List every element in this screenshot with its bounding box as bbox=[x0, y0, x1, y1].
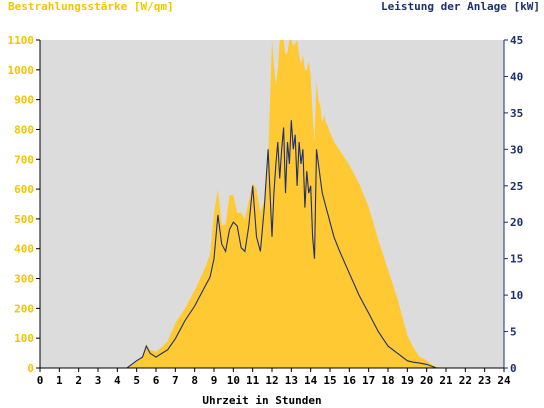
right-axis-title: Leistung der Anlage [kW] bbox=[381, 0, 540, 13]
x-tick-label: 9 bbox=[211, 374, 218, 387]
left-tick-label: 400 bbox=[14, 243, 34, 256]
right-tick-label: 10 bbox=[510, 289, 523, 302]
right-tick-label: 5 bbox=[510, 326, 517, 339]
x-tick-label: 11 bbox=[246, 374, 260, 387]
left-tick-label: 300 bbox=[14, 273, 34, 286]
x-tick-label: 20 bbox=[420, 374, 433, 387]
right-tick-label: 20 bbox=[510, 216, 523, 229]
x-tick-label: 19 bbox=[401, 374, 414, 387]
left-tick-label: 500 bbox=[14, 213, 34, 226]
left-axis-title: Bestrahlungsstärke [W/qm] bbox=[8, 0, 174, 13]
power-line-layer bbox=[40, 120, 504, 369]
x-tick-label: 21 bbox=[439, 374, 453, 387]
x-tick-label: 2 bbox=[75, 374, 82, 387]
left-tick-label: 100 bbox=[14, 332, 34, 345]
x-tick-label: 5 bbox=[133, 374, 140, 387]
left-tick-label: 700 bbox=[14, 153, 34, 166]
x-tick-label: 1 bbox=[56, 374, 63, 387]
left-tick-label: 800 bbox=[14, 123, 34, 136]
right-ticks: 0 5 10 15 20 25 30 35 40 45 bbox=[504, 34, 523, 375]
x-tick-label: 16 bbox=[343, 374, 357, 387]
x-tick-label: 4 bbox=[114, 374, 121, 387]
x-tick-label: 10 bbox=[227, 374, 240, 387]
x-tick-label: 24 bbox=[497, 374, 511, 387]
x-tick-label: 6 bbox=[153, 374, 160, 387]
right-tick-label: 35 bbox=[510, 107, 523, 120]
x-tick-label: 8 bbox=[191, 374, 198, 387]
x-tick-label: 13 bbox=[285, 374, 298, 387]
irradiance-area bbox=[40, 40, 504, 368]
left-tick-label: 600 bbox=[14, 183, 34, 196]
x-tick-label: 23 bbox=[478, 374, 491, 387]
irradiance-area-layer bbox=[40, 40, 504, 368]
right-tick-label: 0 bbox=[510, 362, 517, 375]
x-tick-label: 22 bbox=[459, 374, 472, 387]
right-tick-label: 45 bbox=[510, 34, 523, 47]
left-ticks: 0 100 200 300 400 500 600 700 800 900 1000 1100 bbox=[8, 34, 40, 375]
x-tick-label: 0 bbox=[37, 374, 44, 387]
x-tick-label: 15 bbox=[323, 374, 336, 387]
power-line bbox=[40, 120, 504, 369]
right-tick-label: 15 bbox=[510, 253, 523, 266]
left-tick-label: 200 bbox=[14, 302, 34, 315]
x-tick-label: 17 bbox=[362, 374, 375, 387]
x-axis-title: Uhrzeit in Stunden bbox=[202, 394, 321, 407]
left-tick-label: 0 bbox=[27, 362, 34, 375]
right-tick-label: 40 bbox=[510, 70, 523, 83]
right-tick-label: 25 bbox=[510, 180, 523, 193]
left-tick-label: 900 bbox=[14, 94, 34, 107]
x-tick-label: 12 bbox=[265, 374, 278, 387]
left-tick-label: 1000 bbox=[8, 64, 35, 77]
left-tick-label: 1100 bbox=[8, 34, 35, 47]
x-ticks: 0 1 2 3 4 5 6 7 8 9 10 11 12 13 14 15 16 17 18 19 20 21 22 23 24 bbox=[37, 368, 511, 387]
right-tick-label: 30 bbox=[510, 143, 523, 156]
x-tick-label: 3 bbox=[95, 374, 102, 387]
x-tick-label: 18 bbox=[381, 374, 394, 387]
x-tick-label: 14 bbox=[304, 374, 318, 387]
x-tick-label: 7 bbox=[172, 374, 179, 387]
